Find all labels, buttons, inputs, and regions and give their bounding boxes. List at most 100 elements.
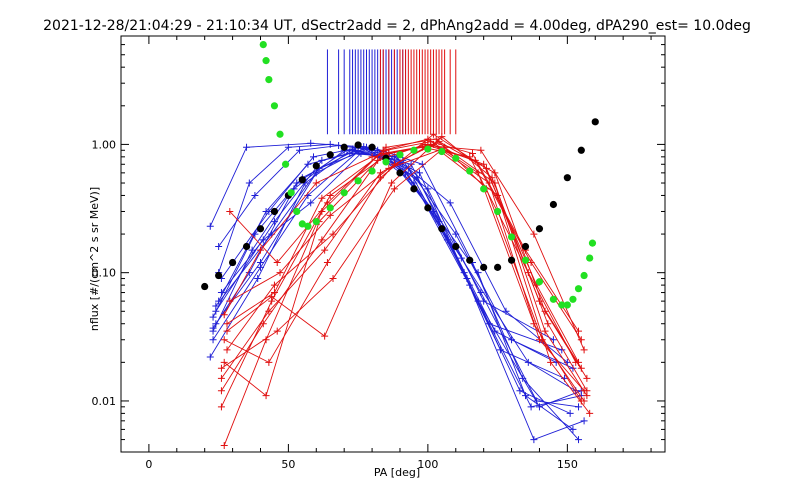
green-fit-point bbox=[438, 147, 446, 156]
x-tick-label: 100 bbox=[417, 458, 438, 471]
red-data-point bbox=[312, 179, 320, 187]
red-data-point bbox=[577, 364, 585, 372]
red-data-point bbox=[326, 191, 334, 199]
red-data-point bbox=[223, 346, 231, 354]
red-data-point bbox=[217, 387, 225, 395]
black-fit-point bbox=[563, 174, 571, 182]
blue-data-point bbox=[477, 289, 485, 297]
green-fit-point bbox=[340, 189, 348, 197]
x-axis-label: PA [deg] bbox=[374, 466, 420, 479]
green-fit-point bbox=[259, 40, 267, 49]
green-fit-point bbox=[494, 207, 502, 216]
red-data-point bbox=[323, 199, 331, 207]
black-fit-point bbox=[215, 271, 223, 280]
green-fit-point bbox=[580, 271, 588, 280]
red-data-point bbox=[318, 236, 326, 244]
blue-data-point bbox=[256, 263, 264, 271]
red-data-point bbox=[491, 179, 499, 187]
blue-data-point bbox=[212, 302, 220, 310]
red-data-point bbox=[544, 320, 552, 328]
blue-data-point bbox=[566, 409, 574, 417]
green-fit-point bbox=[452, 154, 460, 162]
x-tick-label: 50 bbox=[281, 458, 295, 471]
red-data-point bbox=[323, 259, 331, 267]
blue-data-point bbox=[248, 246, 256, 254]
green-fit-point bbox=[281, 160, 290, 168]
red-data-point bbox=[217, 364, 225, 372]
blue-data-point bbox=[460, 269, 468, 277]
black-fit-point bbox=[480, 263, 488, 271]
red-data-point bbox=[262, 392, 270, 400]
red-data-point bbox=[583, 374, 591, 382]
blue-series-line bbox=[212, 149, 557, 363]
red-data-point bbox=[321, 332, 329, 340]
red-data-point bbox=[220, 336, 228, 344]
blue-data-point bbox=[452, 230, 460, 238]
green-fit-point bbox=[265, 76, 273, 84]
blue-data-point bbox=[243, 143, 251, 151]
black-fit-point bbox=[494, 263, 502, 271]
blue-series-line bbox=[212, 151, 585, 441]
y-tick-label: 0.10 bbox=[92, 267, 117, 280]
green-fit-point bbox=[410, 146, 418, 154]
green-fit-point bbox=[312, 218, 320, 226]
green-fit-point bbox=[507, 233, 516, 241]
red-data-point bbox=[535, 297, 543, 305]
blue-series-line bbox=[221, 152, 574, 369]
blue-data-point bbox=[530, 436, 538, 444]
green-fit-point bbox=[549, 295, 558, 303]
y-axis-label: nflux [#/(cm^2 s sr MeV)] bbox=[88, 187, 101, 331]
red-data-point bbox=[259, 320, 267, 328]
blue-data-point bbox=[307, 199, 315, 207]
green-fit-point bbox=[424, 145, 432, 153]
blue-data-point bbox=[516, 387, 524, 395]
black-fit-point bbox=[521, 242, 530, 251]
green-fit-point bbox=[354, 177, 362, 185]
red-data-point bbox=[586, 409, 594, 417]
red-data-point bbox=[256, 246, 264, 254]
red-data-point bbox=[226, 207, 234, 215]
green-fit-point bbox=[270, 102, 279, 110]
blue-data-point bbox=[217, 289, 225, 297]
blue-data-point bbox=[293, 179, 301, 187]
red-data-point bbox=[326, 211, 334, 219]
red-data-point bbox=[270, 281, 278, 289]
blue-data-point bbox=[215, 242, 223, 250]
blue-data-point bbox=[575, 436, 583, 444]
green-fit-point bbox=[262, 57, 270, 65]
blue-series-line bbox=[215, 146, 582, 408]
red-data-point bbox=[482, 164, 490, 172]
red-series-line bbox=[224, 133, 582, 369]
blue-data-point bbox=[259, 236, 267, 244]
plot-frame bbox=[120, 35, 666, 453]
green-fit-point bbox=[293, 207, 301, 216]
red-data-point bbox=[376, 174, 384, 182]
green-fit-point bbox=[298, 220, 306, 228]
x-tick-label: 0 bbox=[145, 458, 152, 471]
red-data-point bbox=[329, 275, 337, 283]
black-fit-point bbox=[507, 256, 516, 264]
black-fit-point bbox=[228, 258, 237, 267]
green-fit-point bbox=[466, 167, 474, 175]
black-fit-point bbox=[591, 118, 599, 126]
green-fit-point bbox=[382, 158, 390, 166]
blue-data-point bbox=[206, 353, 214, 361]
blue-data-point bbox=[215, 297, 223, 305]
red-data-point bbox=[388, 179, 396, 187]
red-data-point bbox=[265, 358, 273, 366]
black-fit-point bbox=[368, 143, 376, 151]
blue-series-line bbox=[209, 148, 571, 414]
blue-data-point bbox=[309, 153, 317, 161]
blue-data-point bbox=[270, 218, 278, 226]
red-series-line bbox=[226, 141, 588, 379]
red-series-line bbox=[226, 141, 579, 332]
blue-data-point bbox=[569, 364, 577, 372]
red-data-point bbox=[276, 269, 284, 277]
blue-data-point bbox=[416, 169, 424, 177]
black-fit-point bbox=[410, 185, 418, 193]
green-fit-point bbox=[368, 167, 376, 175]
black-fit-point bbox=[270, 207, 279, 216]
red-data-point bbox=[270, 289, 278, 297]
blue-data-point bbox=[251, 191, 259, 199]
red-data-point bbox=[390, 185, 398, 193]
